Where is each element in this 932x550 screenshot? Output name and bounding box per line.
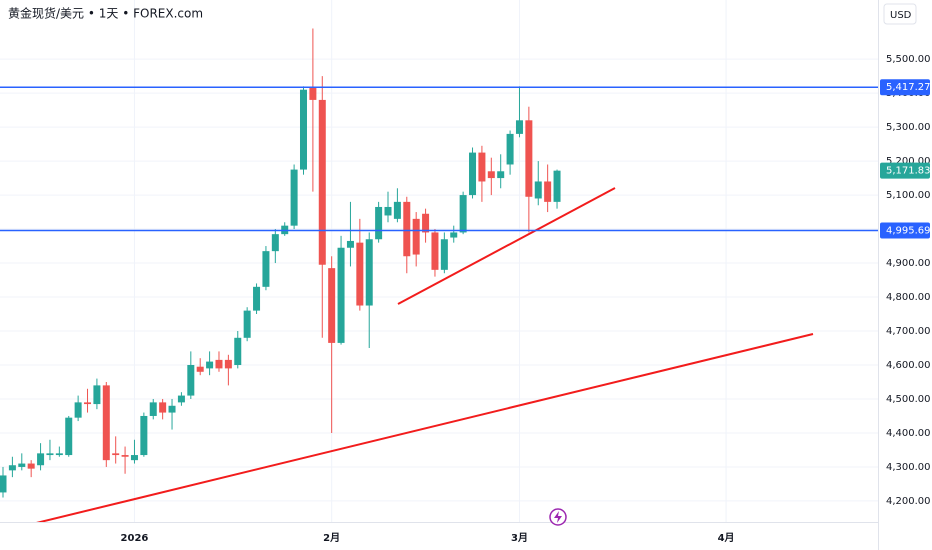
candle-body (290, 169, 298, 226)
candle-body (112, 453, 120, 456)
candle-body (37, 453, 45, 466)
candle-body (74, 402, 82, 418)
candle-body (478, 152, 486, 182)
candle-body (544, 181, 552, 202)
candle-body (206, 361, 214, 369)
candle-body (224, 359, 232, 369)
candle-body (431, 232, 439, 270)
candle-body (84, 402, 92, 405)
y-tick-label: 5,100.00 (886, 190, 931, 201)
price-label: 5,417.27 (886, 82, 931, 93)
trend-lines (36, 187, 814, 522)
candle-body (262, 251, 270, 287)
y-tick-label: 4,900.00 (886, 258, 931, 269)
y-tick-label: 4,400.00 (886, 428, 931, 439)
currency[interactable]: USD (890, 10, 912, 21)
currency-box[interactable] (883, 3, 917, 25)
candle-body (187, 364, 195, 396)
candle-body (393, 201, 401, 219)
y-tick-label: 4,300.00 (886, 462, 931, 473)
candle-body (440, 239, 448, 270)
candle-body (515, 120, 523, 134)
candle-body (365, 239, 373, 306)
last-price-label: 5,171.83 (886, 166, 931, 177)
trend-line (397, 187, 616, 305)
candle-body (55, 453, 63, 456)
y-tick-label: 5,200.00 (886, 156, 931, 167)
candle-body (534, 181, 542, 199)
y-tick-label: 4,800.00 (886, 292, 931, 303)
candle-body (309, 88, 317, 100)
grid (0, 0, 878, 522)
candle-body (234, 337, 242, 365)
candle-body (450, 232, 458, 238)
price-label: 4,995.69 (886, 226, 931, 237)
candle-body (140, 415, 148, 456)
y-tick-label: 4,200.00 (886, 496, 931, 507)
candle-body (93, 385, 101, 405)
candle-body (18, 463, 26, 467)
candle-body (130, 455, 138, 461)
candle-body (8, 465, 16, 471)
candle-body (553, 170, 561, 202)
trend-line (36, 333, 814, 522)
candle-body (497, 171, 505, 179)
candle-body (346, 240, 354, 248)
candle-body (412, 218, 420, 255)
candle-body (375, 206, 383, 240)
candle-body (525, 120, 533, 197)
y-tick-label: 4,700.00 (886, 326, 931, 337)
price-label-box (880, 79, 930, 96)
candle-body (299, 89, 307, 170)
candle-body (177, 395, 185, 403)
price-label-box (880, 222, 930, 239)
candle-body (422, 213, 430, 233)
y-tick-label: 5,300.00 (886, 122, 931, 133)
candle-body (65, 417, 73, 456)
candle-body (121, 455, 129, 457)
candle-body (469, 152, 477, 196)
event-icon[interactable] (549, 508, 567, 526)
candle-body (459, 195, 467, 233)
candle-body (403, 201, 411, 257)
candle-body (215, 359, 223, 369)
x-tick-label: 4月 (718, 532, 735, 544)
candle-body (46, 453, 54, 456)
event-bolt[interactable] (554, 511, 562, 523)
candle-body (102, 385, 110, 461)
last-price-box (880, 162, 930, 179)
y-tick-label: 5,500.00 (886, 54, 931, 65)
candle-body (356, 242, 364, 306)
x-tick-label: 2026 (121, 533, 149, 544)
candle-body (168, 405, 176, 413)
y-tick-label: 4,500.00 (886, 394, 931, 405)
overlays (0, 86, 878, 232)
candle-body (328, 268, 336, 343)
candle-body (196, 366, 204, 372)
candle-body (318, 99, 326, 265)
candle-body (149, 402, 157, 416)
candle-body (159, 402, 167, 413)
y-tick-label: 4,600.00 (886, 360, 931, 371)
candle-body (27, 463, 35, 469)
candle-body (271, 234, 279, 252)
candle-body (337, 247, 345, 343)
candle-body (253, 286, 261, 311)
candle-body (506, 133, 514, 165)
candle-body (384, 206, 392, 216)
candle-body (0, 475, 7, 493)
candle-body (243, 310, 251, 338)
x-tick-label: 2月 (323, 532, 340, 544)
candle-body (487, 171, 495, 179)
chart-title: 黄金现货/美元 • 1天 • FOREX.com (8, 6, 203, 21)
x-tick-label: 3月 (511, 532, 528, 544)
